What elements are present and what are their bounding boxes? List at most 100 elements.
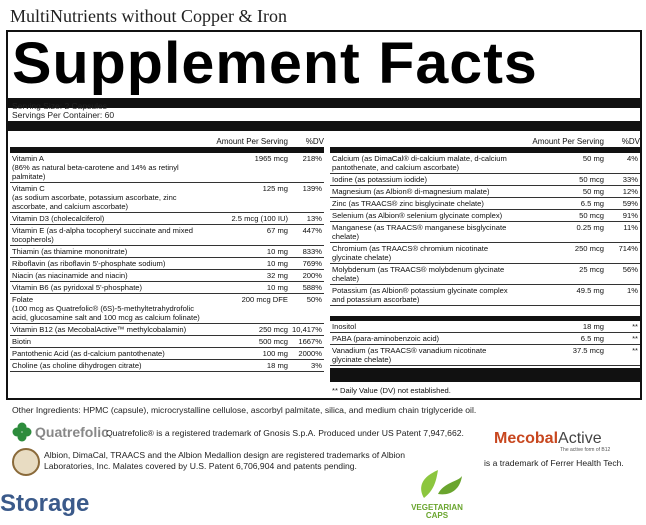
nutrient-name: Niacin (as niacinamide and niacin)	[12, 271, 202, 280]
nutrient-label: Thiamin (as thiamine mononitrate)	[12, 247, 128, 256]
nutrient-name: Biotin	[12, 337, 202, 346]
quatrefolic-logo-text: Quatrefolic	[35, 424, 109, 440]
nutrient-dv: 56%	[622, 265, 638, 274]
quatrefolic-icon	[12, 422, 32, 442]
mecobal-tagline: The active form of B12	[560, 447, 611, 453]
column-header: Amount Per Serving %DV	[330, 136, 640, 148]
svg-text:VEGETARIAN: VEGETARIAN	[411, 503, 463, 512]
nutrient-row: Potassium (as Albion® potassium glycinat…	[330, 285, 640, 306]
nutrient-row: Vitamin A (86% as natural beta-carotene a…	[10, 153, 324, 183]
mecobal-brand: Mecobal	[494, 430, 559, 447]
nutrient-row: Vanadium (as TRAACS® vanadium nicotinate…	[330, 345, 640, 366]
nutrient-row: Molybdenum (as TRAACS® molybdenum glycin…	[330, 264, 640, 285]
product-title: MultiNutrients without Copper & Iron	[10, 6, 287, 26]
nutrient-dv: **	[632, 322, 638, 331]
storage-heading: Storage	[0, 490, 90, 517]
amount-header: Amount Per Serving	[532, 137, 604, 146]
nutrient-label: Vitamin B6 (as pyridoxal 5'-phosphate)	[12, 283, 143, 292]
nutrient-amount: 32 mg	[266, 271, 288, 280]
nutrient-source: (86% as natural beta-carotene and 14% as…	[12, 163, 179, 181]
thick-divider	[8, 121, 640, 131]
nutrient-name: Manganese (as TRAACS® manganese bisglyci…	[332, 223, 518, 241]
nutrient-name: Pantothenic Acid (as d-calcium pantothen…	[12, 349, 202, 358]
nutrient-row: Vitamin D3 (cholecalciferol) 2.5 mcg (100…	[10, 213, 324, 225]
mecobal-note: is a trademark of Ferrer Health Tech.	[484, 458, 624, 468]
nutrient-row: Thiamin (as thiamine mononitrate) 10 mg 83…	[10, 246, 324, 258]
nutrient-amount: 200 mcg DFE	[241, 295, 288, 304]
nutrient-label: Iodine (as potassium iodide)	[332, 175, 427, 184]
nutrient-label: Selenium (as Albion® selenium glycinate …	[332, 211, 503, 220]
nutrient-amount: 25 mcg	[579, 265, 604, 274]
nutrient-label: Folate	[12, 295, 34, 304]
nutrient-label: Vitamin A	[12, 154, 44, 163]
nutrient-name: Vitamin D3 (cholecalciferol)	[12, 214, 202, 223]
nutrient-dv: 218%	[302, 154, 322, 163]
nutrient-name: Chromium (as TRAACS® chromium nicotinate…	[332, 244, 518, 262]
nutrient-name: Vitamin B12 (as MecobalActive™ methylcob…	[12, 325, 202, 334]
nutrient-label: Molybdenum (as TRAACS® molybdenum glycin…	[332, 265, 505, 283]
right-nutrient-column: Amount Per Serving %DV Calcium (as DimaC…	[330, 136, 640, 399]
dv-footnote: ** Daily Value (DV) not established.	[332, 386, 451, 395]
nutrient-amount: 10 mg	[266, 259, 288, 268]
nutrient-dv: **	[632, 346, 638, 355]
nutrient-row: Magnesium (as Albion® di-magnesium malat…	[330, 186, 640, 198]
nutrient-name: Zinc (as TRAACS® zinc bisglycinate chela…	[332, 199, 518, 208]
nutrient-name: Magnesium (as Albion® di-magnesium malat…	[332, 187, 518, 196]
amount-header: Amount Per Serving	[216, 137, 288, 146]
nutrient-dv: 91%	[622, 211, 638, 220]
nutrient-label: Inositol	[332, 322, 357, 331]
nutrient-name: Potassium (as Albion® potassium glycinat…	[332, 286, 518, 304]
nutrient-label: PABA (para-aminobenzoic acid)	[332, 334, 440, 343]
dv-header: %DV	[621, 137, 640, 146]
other-ingredients: Other Ingredients: HPMC (capsule), micro…	[12, 405, 477, 415]
nutrient-dv: 447%	[302, 226, 322, 235]
nutrient-label: Vitamin E (as d-alpha tocopheryl succina…	[12, 226, 193, 244]
supplement-facts-panel: Supplement Facts Serving Size: 2 Capsule…	[6, 30, 642, 400]
nutrient-amount: 18 mg	[582, 322, 604, 331]
serving-size: Serving Size: 2 Capsules	[12, 101, 107, 111]
vegetarian-caps-badge: VEGETARIAN CAPS	[404, 470, 470, 520]
nutrient-dv: 13%	[306, 214, 322, 223]
nutrient-name: PABA (para-aminobenzoic acid)	[332, 334, 518, 343]
nutrient-amount: 2.5 mcg (100 IU)	[231, 214, 288, 223]
nutrient-amount: 50 mcg	[579, 175, 604, 184]
quatrefolic-logo: Quatrefolic	[12, 422, 109, 442]
nutrient-dv: 12%	[622, 187, 638, 196]
medium-divider	[330, 316, 640, 321]
nutrient-name: Vanadium (as TRAACS® vanadium nicotinate…	[332, 346, 518, 364]
nutrient-label: Choline (as choline dihydrogen citrate)	[12, 361, 142, 370]
quatrefolic-note: Quatrefolic® is a registered trademark o…	[106, 428, 464, 438]
nutrient-name: Vitamin B6 (as pyridoxal 5'-phosphate)	[12, 283, 202, 292]
nutrient-name: Vitamin A (86% as natural beta-carotene a…	[12, 154, 202, 181]
nutrient-dv: 59%	[622, 199, 638, 208]
nutrient-name: Vitamin E (as d-alpha tocopheryl succina…	[12, 226, 202, 244]
nutrient-dv: 2000%	[298, 349, 322, 358]
nutrient-amount: 250 mcg	[258, 325, 288, 334]
nutrient-name: Selenium (as Albion® selenium glycinate …	[332, 211, 518, 220]
nutrient-label: Potassium (as Albion® potassium glycinat…	[332, 286, 508, 304]
thick-divider	[8, 98, 640, 108]
nutrient-name: Thiamin (as thiamine mononitrate)	[12, 247, 202, 256]
nutrient-amount: 1965 mcg	[254, 154, 288, 163]
column-header: Amount Per Serving %DV	[10, 136, 324, 148]
nutrient-name: Iodine (as potassium iodide)	[332, 175, 518, 184]
nutrient-amount: 50 mg	[582, 187, 604, 196]
servings-per-container: Servings Per Container: 60	[12, 110, 115, 120]
nutrient-dv: 833%	[302, 247, 322, 256]
nutrient-dv: 714%	[618, 244, 638, 253]
nutrient-row: Inositol 18 mg **	[330, 321, 640, 333]
nutrient-amount: 18 mg	[266, 361, 288, 370]
nutrient-amount: 49.5 mg	[576, 286, 604, 295]
nutrient-amount: 250 mcg	[574, 244, 604, 253]
nutrient-name: Inositol	[332, 322, 518, 331]
nutrient-amount: 500 mcg	[258, 337, 288, 346]
nutrient-dv: 4%	[627, 154, 638, 163]
mecobal-active: Active	[558, 430, 602, 447]
mecobalactive-logo: MecobalActive	[494, 430, 602, 448]
nutrient-dv: 10,417%	[292, 325, 322, 334]
nutrient-amount: 125 mg	[262, 184, 288, 193]
nutrient-label: Niacin (as niacinamide and niacin)	[12, 271, 128, 280]
nutrient-label: Vitamin C	[12, 184, 45, 193]
nutrient-amount: 50 mg	[582, 154, 604, 163]
nutrient-row: Pantothenic Acid (as d-calcium pantothen…	[10, 348, 324, 360]
